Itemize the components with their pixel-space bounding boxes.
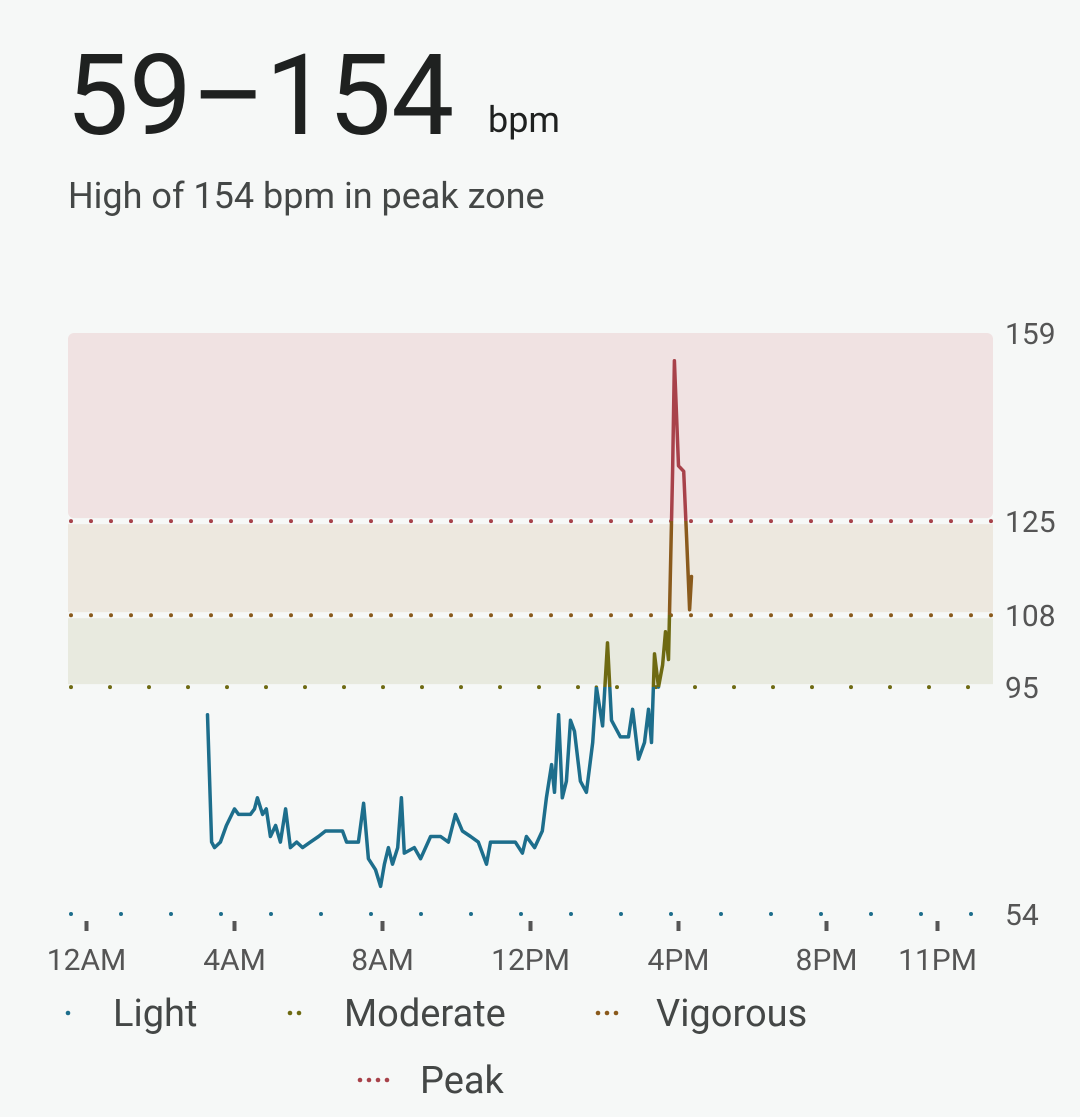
y-tick-label: 54 [1005,898,1039,933]
legend-marker [604,1010,610,1016]
legend-marker [595,1010,601,1016]
x-tick-mark [528,921,533,931]
legend-marker [384,1077,390,1083]
x-tick-mark [380,921,385,931]
legend-marker [375,1077,381,1083]
legend-marker [65,1010,71,1016]
x-tick-label: 4AM [203,943,266,978]
subtitle: High of 154 bpm in peak zone [68,175,545,217]
legend-marker [613,1010,619,1016]
range-value: 59–154 [66,31,454,162]
x-tick-label: 12PM [491,943,570,978]
heart-rate-line [205,358,694,889]
y-tick-label: 159 [1005,317,1056,352]
legend-label: Peak [420,1059,505,1103]
legend-marker [287,1010,293,1016]
y-tick-label: 125 [1005,505,1056,540]
zone-band [68,618,993,685]
y-tick-label: 95 [1005,671,1039,706]
legend-marker [357,1077,363,1083]
x-tick-mark [232,921,237,931]
x-tick-mark [824,921,829,931]
x-tick-label: 11PM [898,943,977,978]
zone-band [68,524,993,613]
range-unit: bpm [488,99,560,141]
zone-band [68,333,993,519]
legend-marker [296,1010,302,1016]
legend-label: Vigorous [656,992,807,1036]
x-tick-label: 8AM [351,943,414,978]
legend-marker [366,1077,372,1083]
y-tick-label: 108 [1005,599,1056,634]
x-tick-label: 4PM [648,943,710,978]
x-tick-mark [676,921,681,931]
legend-label: Moderate [344,992,506,1036]
legend-label: Light [113,992,197,1036]
x-tick-mark [84,921,89,931]
x-tick-label: 12AM [47,943,126,978]
x-tick-mark [935,921,940,931]
x-tick-label: 8PM [796,943,858,978]
